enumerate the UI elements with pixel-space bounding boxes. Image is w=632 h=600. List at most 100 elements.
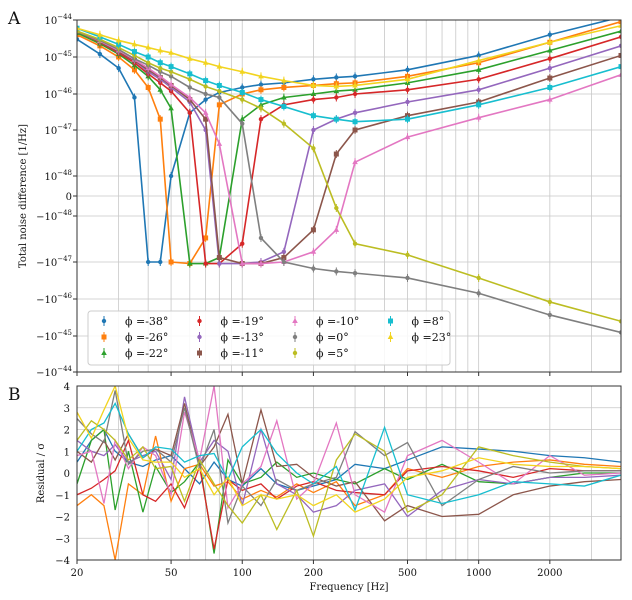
data-point xyxy=(281,103,287,109)
data-point xyxy=(258,82,264,87)
legend-label: ϕ =23° xyxy=(412,331,452,344)
series-ϕ =-38° xyxy=(77,15,623,266)
data-point xyxy=(203,91,208,97)
data-point xyxy=(311,266,316,271)
data-point xyxy=(281,259,287,265)
y-tick-label: 10−47 xyxy=(44,123,72,137)
fit-line xyxy=(77,30,621,323)
data-point xyxy=(619,15,623,19)
data-point xyxy=(145,44,151,50)
data-point xyxy=(186,55,193,61)
series-a xyxy=(77,15,623,337)
data-point xyxy=(258,235,264,241)
y-tick-label: −10−47 xyxy=(36,255,72,269)
data-point xyxy=(131,67,137,73)
data-point xyxy=(352,270,358,276)
data-point xyxy=(352,82,358,88)
data-point xyxy=(97,31,103,37)
data-point xyxy=(311,97,316,102)
data-point xyxy=(216,140,223,146)
ticks-b: 4 3 2 1 0 −1 −2 −3 −420 50 100 200 500 1000 2000 xyxy=(55,372,563,579)
data-point xyxy=(547,96,553,102)
data-point xyxy=(281,77,287,83)
series-ϕ =23° xyxy=(77,21,621,91)
data-point xyxy=(352,119,358,125)
y-tick-label: 4 xyxy=(64,382,70,393)
data-point xyxy=(132,95,137,100)
fit-line xyxy=(77,24,621,88)
data-point xyxy=(547,39,553,45)
y-tick-label: −4 xyxy=(55,556,70,567)
data-point xyxy=(157,47,164,53)
data-point xyxy=(333,88,340,94)
data-point xyxy=(618,330,621,335)
data-point xyxy=(203,78,209,84)
residual-line-ϕ =-38° xyxy=(77,428,621,492)
data-point xyxy=(217,95,222,100)
data-point xyxy=(217,88,222,94)
data-point xyxy=(258,87,264,93)
fit-line xyxy=(77,30,621,265)
data-point xyxy=(547,47,553,53)
data-point xyxy=(216,63,223,69)
data-point xyxy=(131,41,138,47)
data-point xyxy=(239,260,246,266)
data-point xyxy=(333,151,339,157)
fit-line xyxy=(77,20,621,265)
y-tick-label: −2 xyxy=(55,513,70,524)
data-point xyxy=(239,116,246,122)
y-tick-label: 2 xyxy=(64,426,70,437)
data-point xyxy=(292,350,298,356)
y-tick-label: 1 xyxy=(64,447,70,458)
data-point xyxy=(475,66,482,72)
data-point xyxy=(334,75,339,80)
x-tick-label: 2000 xyxy=(537,568,562,579)
legend-label: ϕ =-19° xyxy=(221,315,264,328)
data-point xyxy=(352,159,358,165)
data-point xyxy=(258,97,264,103)
data-point xyxy=(387,334,394,339)
data-point xyxy=(475,114,482,120)
data-point xyxy=(333,83,340,89)
y-tick-label: 10−48 xyxy=(44,169,72,183)
x-tick-label: 50 xyxy=(165,568,178,579)
data-point xyxy=(292,334,298,340)
x-tick-label: 200 xyxy=(304,568,323,579)
data-point xyxy=(281,121,287,126)
y-tick-label: −10−45 xyxy=(36,329,72,343)
data-point xyxy=(239,68,246,74)
data-point xyxy=(310,248,317,254)
data-point xyxy=(168,105,174,111)
data-point xyxy=(618,22,621,28)
data-point xyxy=(352,110,358,116)
data-point xyxy=(157,73,164,79)
legend-label: ϕ =-10° xyxy=(316,315,359,328)
legend-label: ϕ =-11° xyxy=(221,347,264,360)
residual-line-ϕ =-22° xyxy=(77,428,621,554)
data-point xyxy=(618,20,621,25)
y-ticks-a: 10−44 10−45 10−46 10−47 10−48 0 −10−48 −10−47 −1… xyxy=(36,13,77,379)
data-point xyxy=(311,146,316,151)
data-point xyxy=(281,84,287,90)
data-point xyxy=(476,53,481,58)
data-point xyxy=(77,37,80,42)
data-point xyxy=(168,81,174,87)
legend-label: ϕ =-13° xyxy=(221,331,264,344)
residual-line-ϕ =5° xyxy=(77,419,621,539)
data-point xyxy=(203,235,209,241)
legend-label: ϕ =5° xyxy=(316,347,349,360)
data-point xyxy=(334,205,339,211)
data-point xyxy=(168,64,174,70)
fit-line xyxy=(77,30,621,334)
data-point xyxy=(186,260,193,266)
data-point xyxy=(352,74,358,79)
data-point xyxy=(131,49,137,55)
data-point xyxy=(203,84,208,89)
data-point xyxy=(258,73,264,79)
residual-line-ϕ =0° xyxy=(77,390,621,526)
data-point xyxy=(618,43,621,49)
data-point xyxy=(292,318,298,323)
legend-label: ϕ =0° xyxy=(316,331,349,344)
data-point xyxy=(197,318,202,324)
